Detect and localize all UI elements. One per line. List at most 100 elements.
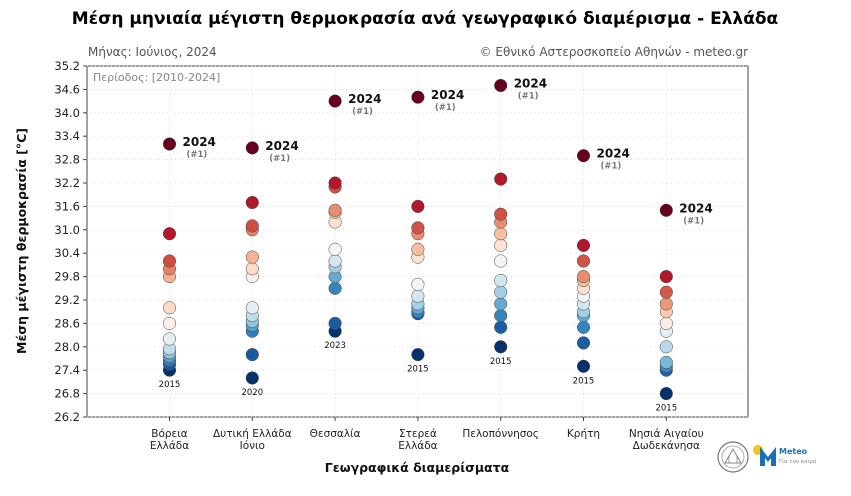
y-tick-label: 32.2 [54, 176, 80, 190]
data-point [162, 332, 177, 346]
record-year-label: 2024 [183, 135, 216, 149]
data-point [576, 270, 591, 284]
points-layer [162, 78, 673, 401]
record-rank-label: (#1) [601, 162, 622, 172]
data-point [411, 199, 425, 213]
record-rank-label: (#1) [435, 103, 456, 113]
x-tick-label: Στερεά [399, 428, 437, 440]
data-point [494, 254, 508, 268]
record-point [245, 141, 259, 155]
data-point [328, 242, 342, 256]
data-point [494, 297, 508, 311]
chart-month-label: Μήνας: Ιούνιος, 2024 [88, 45, 217, 59]
x-tick-label: Δωδεκάνησα [633, 440, 700, 452]
data-point [494, 207, 508, 221]
record-rank-label: (#1) [683, 216, 704, 226]
y-tick-label: 30.4 [54, 246, 80, 260]
meteo-logo-tagline: Για τον καιρό [779, 458, 817, 465]
data-point [245, 250, 259, 264]
data-point [411, 221, 425, 235]
y-tick-label: 28.0 [54, 340, 80, 354]
data-point [659, 316, 673, 330]
data-point [494, 309, 508, 323]
data-point [576, 336, 591, 350]
data-point [245, 219, 259, 233]
data-point [245, 301, 259, 315]
record-year-label: 2024 [265, 139, 298, 153]
data-point [245, 262, 259, 276]
chart-title: Μέση μηνιαία μέγιστη θερμοκρασία ανά γεω… [72, 9, 778, 29]
chart-credit: © Εθνικό Αστεροσκοπείο Αθηνών - meteo.gr [480, 45, 748, 59]
record-year-label: 2024 [597, 147, 630, 161]
data-point [659, 285, 673, 299]
data-point [162, 227, 177, 241]
y-tick-label: 34.6 [54, 82, 80, 96]
min-year-label: 2015 [159, 380, 181, 390]
x-tick-label: Βόρεια [151, 428, 188, 440]
x-tick-label: Ελλάδα [150, 440, 189, 452]
data-point [659, 355, 673, 369]
data-point [659, 340, 673, 354]
data-point [659, 297, 673, 311]
record-rank-label: (#1) [518, 92, 539, 102]
y-tick-label: 33.4 [54, 129, 80, 143]
data-point [411, 242, 425, 256]
data-point [494, 273, 508, 288]
data-point [411, 348, 425, 362]
data-point [659, 387, 673, 401]
x-tick-label: Κρήτη [567, 428, 600, 440]
y-tick-label: 34.0 [54, 106, 80, 120]
record-point [162, 137, 177, 151]
data-point [494, 285, 508, 299]
min-year-label: 2020 [241, 388, 263, 398]
y-tick-label: 28.6 [54, 316, 80, 330]
data-point [576, 238, 591, 252]
y-tick-label: 32.8 [54, 153, 80, 167]
data-point [494, 320, 508, 334]
record-year-label: 2024 [348, 92, 381, 106]
y-tick-label: 29.8 [54, 270, 80, 284]
data-point [659, 270, 673, 284]
period-label: Περίοδος: [2010-2024] [93, 71, 220, 84]
data-point [576, 320, 591, 334]
min-year-label: 2015 [490, 357, 512, 367]
min-year-label: 2023 [324, 341, 346, 351]
record-point [494, 78, 508, 93]
y-tick-label: 31.6 [54, 199, 80, 213]
x-tick-label: Θεσσαλία [310, 428, 361, 440]
record-point [411, 90, 425, 104]
min-year-label: 2015 [573, 376, 595, 386]
data-point [494, 340, 508, 354]
data-point [328, 254, 342, 268]
meteo-logo-icon: Meteo Για τον καιρό [753, 445, 817, 466]
data-point [576, 359, 591, 373]
x-tick-label: Πελοπόννησος [462, 428, 539, 440]
x-tick-label: Δυτική Ελλάδα [213, 428, 292, 440]
record-point [576, 149, 591, 163]
y-tick-label: 35.2 [54, 59, 80, 73]
data-point [162, 254, 177, 268]
data-point [162, 301, 177, 315]
data-point [411, 277, 425, 291]
data-point [245, 348, 259, 362]
y-tick-label: 31.0 [54, 223, 80, 237]
min-year-label: 2015 [655, 404, 677, 414]
record-year-label: 2024 [514, 77, 547, 91]
record-rank-label: (#1) [187, 150, 208, 160]
record-rank-label: (#1) [269, 154, 290, 164]
data-point [494, 238, 508, 252]
data-point [162, 316, 177, 330]
y-tick-label: 27.4 [54, 363, 80, 377]
noa-seal-icon [717, 441, 749, 473]
y-tick-label: 29.2 [54, 293, 80, 307]
data-point [494, 227, 508, 241]
min-year-label: 2015 [407, 365, 429, 375]
data-point [576, 254, 591, 268]
data-point [328, 316, 342, 330]
annotations-layer: 2024(#1)20152024(#1)20202024(#1)20232024… [159, 77, 713, 414]
data-point [328, 176, 342, 190]
x-tick-label: Νησιά Αιγαίου [629, 428, 704, 440]
record-year-label: 2024 [431, 88, 464, 102]
